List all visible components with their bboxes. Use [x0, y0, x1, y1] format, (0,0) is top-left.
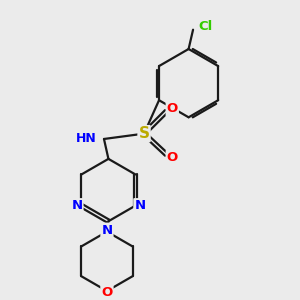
- Text: N: N: [101, 224, 112, 237]
- Text: S: S: [139, 126, 150, 141]
- Text: O: O: [167, 151, 178, 164]
- Text: Cl: Cl: [198, 20, 213, 33]
- Text: HN: HN: [76, 133, 97, 146]
- Text: N: N: [71, 199, 82, 212]
- Text: O: O: [167, 103, 178, 116]
- Text: N: N: [134, 199, 146, 212]
- Text: O: O: [101, 286, 112, 299]
